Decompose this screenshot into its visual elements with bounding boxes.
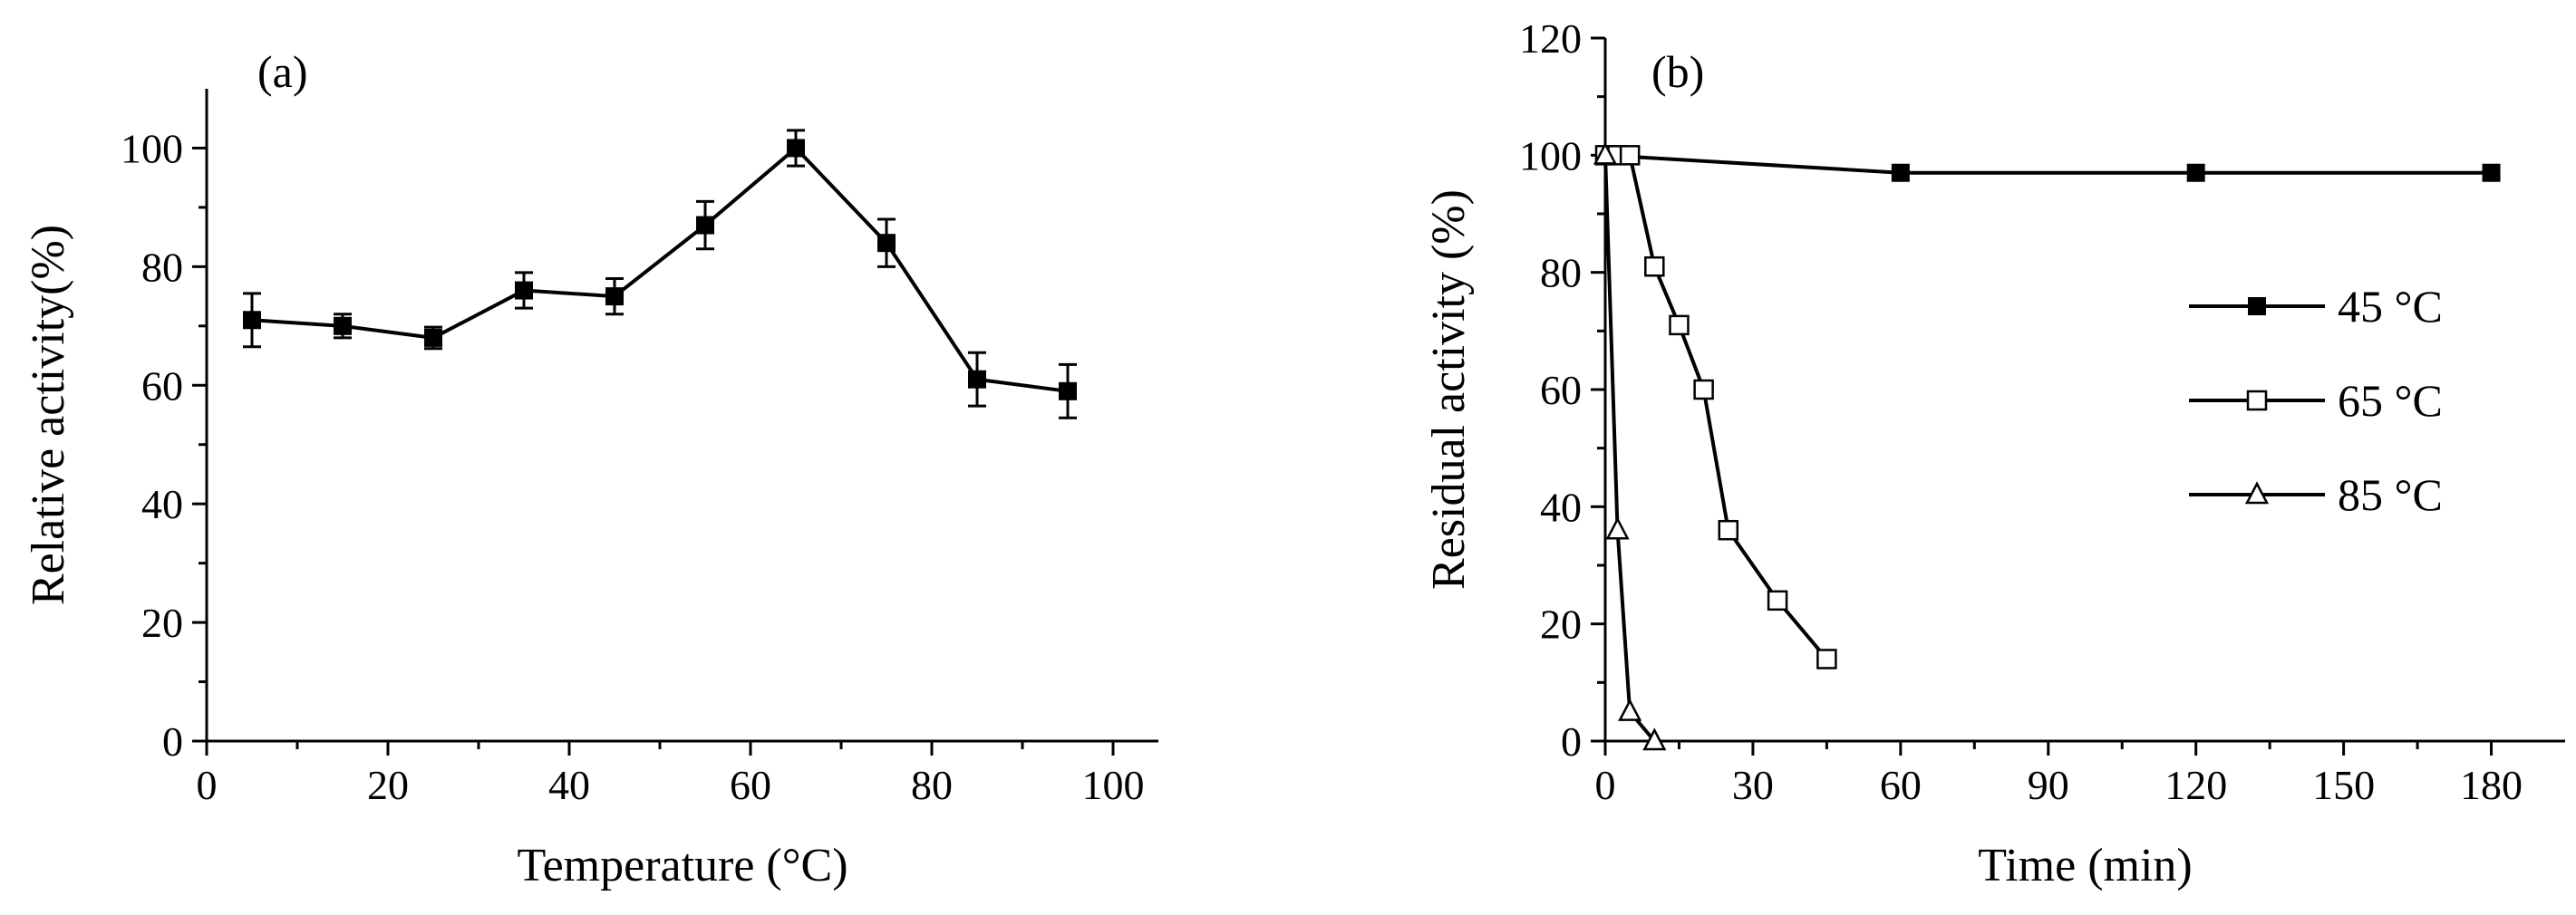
panel-label: (b) [1651,46,1704,97]
x-tick-label: 0 [197,762,218,808]
data-point [1618,698,1642,721]
x-axis-title: Time (min) [1978,840,2192,891]
data-point [243,311,261,330]
data-point [334,316,352,335]
x-tick-label: 20 [367,762,409,808]
y-tick-label: 0 [1561,718,1582,765]
x-axis-title: Temperature (°C) [517,840,847,891]
legend-label: 45 °C [2338,281,2443,332]
x-tick-label: 60 [730,762,771,808]
series-line [1605,153,1828,660]
data-point [696,216,714,235]
y-tick-label: 120 [1519,15,1582,62]
data-point [877,234,896,253]
y-axis-title: Relative activity(%) [23,225,74,605]
data-point [1669,314,1690,336]
data-point [1767,590,1788,612]
series-1 [1596,146,2501,182]
series-3 [1593,141,1667,751]
series-2 [1594,145,1837,669]
x-tick-label: 30 [1732,762,1774,808]
series-line [251,145,1069,393]
data-point [1693,379,1714,400]
data-point [605,287,624,306]
series-line [1604,153,2492,175]
legend-marker [2246,390,2268,411]
x-tick-label: 40 [548,762,590,808]
legend-marker [2248,297,2266,315]
y-tick-label: 20 [141,600,183,646]
panel-a: 0 20 40 60 80 100 0 20 40 60 80 100 Temperature (°C)… [23,46,1158,891]
y-tick-label: 20 [1540,602,1582,648]
panel-label: (a) [257,46,308,97]
y-tick-label: 80 [141,244,183,290]
y-tick-label: 100 [1519,132,1582,178]
y-tick-label: 80 [1540,250,1582,296]
data-point [1605,516,1630,540]
data-point [424,328,442,347]
y-tick-label: 40 [1540,484,1582,530]
y-tick-label: 100 [121,125,183,171]
x-tick-label: 100 [1082,762,1145,808]
data-point [1816,649,1837,669]
y-tick-label: 0 [162,718,183,765]
y-axis-title: Residual activity (%) [1423,189,1475,590]
legend-marker [2244,481,2270,505]
panel-b: 0 30 60 90 120 150 180 0 20 40 60 80 100 120 Time (min… [1423,15,2565,891]
data-point [1642,727,1667,751]
x-tick-label: 180 [2460,762,2523,808]
data-point [968,370,986,389]
series-line [1603,155,1656,743]
data-point [1718,519,1739,541]
series-1 [243,129,1077,419]
y-tick-label: 40 [141,481,183,527]
x-tick-label: 90 [2028,762,2069,808]
x-tick-label: 80 [911,762,953,808]
y-tick-label: 60 [1540,367,1582,413]
legend-label: 65 °C [2338,375,2443,426]
x-tick-label: 120 [2164,762,2227,808]
x-tick-label: 0 [1595,762,1616,808]
data-point [787,139,805,158]
data-point [1619,145,1641,166]
x-tick-label: 150 [2312,762,2375,808]
data-point [1059,381,1077,400]
data-point [515,281,533,300]
x-tick-label: 60 [1880,762,1922,808]
data-point [2186,163,2205,182]
legend: 45 °C 65 °C 85 °C [2189,281,2443,520]
data-point [1891,163,1910,182]
y-tick-label: 60 [141,362,183,409]
data-point [2482,163,2501,182]
legend-label: 85 °C [2338,469,2443,520]
data-point [1593,141,1618,165]
data-point [1644,255,1665,277]
